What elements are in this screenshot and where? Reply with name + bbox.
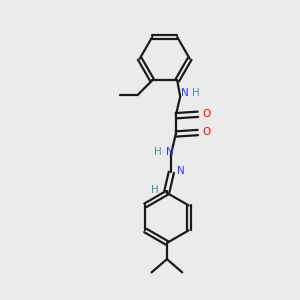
Text: N: N xyxy=(181,88,188,98)
Text: H: H xyxy=(151,185,159,195)
Text: N: N xyxy=(166,147,174,157)
Text: O: O xyxy=(202,127,210,137)
Text: N: N xyxy=(177,166,184,176)
Text: H: H xyxy=(154,147,162,157)
Text: H: H xyxy=(193,88,200,98)
Text: O: O xyxy=(202,109,210,119)
